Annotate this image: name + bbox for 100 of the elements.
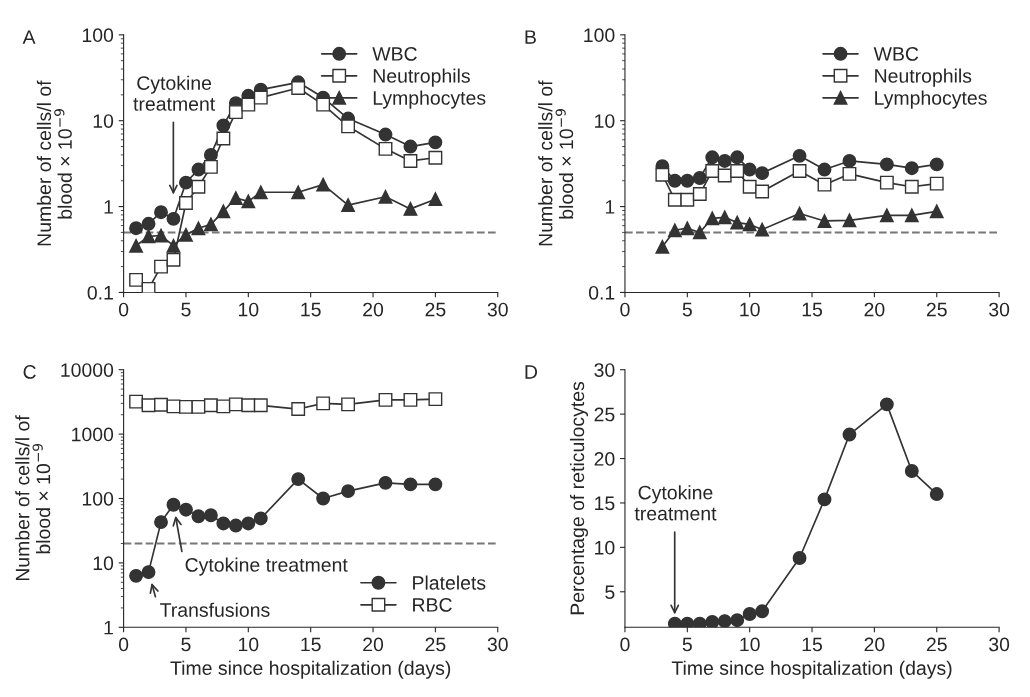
y-tick-label: 10 [595, 540, 615, 555]
y-axis-title: Percentage of reticulocytes [569, 381, 589, 615]
y-tick-label: 1 [104, 200, 113, 214]
x-tick-label: 30 [989, 637, 1010, 652]
point [341, 119, 356, 134]
point [154, 397, 168, 412]
legend-label: Neutrophils [373, 68, 470, 87]
point [655, 167, 670, 182]
x-tick-label: 5 [181, 302, 191, 317]
y-axis-title: Number of cells/l of blood × 10$^{−9}$ [15, 415, 51, 581]
y-tick-label: 1 [104, 620, 113, 635]
legend-label: Lymphocytes [875, 90, 987, 109]
x-tick-label: 25 [425, 302, 446, 317]
point [692, 225, 707, 240]
y-tick-label: 10 [595, 114, 615, 128]
point [692, 616, 707, 628]
point [191, 221, 206, 236]
point [755, 222, 770, 237]
x-tick-label: 10 [238, 637, 259, 652]
point [680, 616, 695, 628]
point [179, 502, 193, 517]
point [203, 508, 218, 523]
point [680, 173, 695, 188]
point [692, 171, 707, 185]
point [241, 194, 256, 209]
point [817, 492, 832, 507]
point [154, 205, 168, 220]
chart-title: C [23, 365, 36, 379]
point [879, 175, 894, 190]
point [316, 97, 331, 112]
point [291, 402, 306, 416]
point [378, 392, 393, 407]
point [191, 509, 206, 524]
legend-label: RBC [413, 598, 452, 612]
point [428, 150, 443, 165]
point [730, 150, 745, 165]
point [154, 259, 168, 274]
y-tick-label: 1 [605, 200, 615, 214]
point [253, 511, 268, 526]
point [141, 229, 156, 244]
point [842, 213, 857, 228]
point [667, 173, 682, 188]
x-tick-label: 0 [620, 637, 630, 652]
y-tick-label: 100 [82, 28, 114, 43]
x-tick-label: 20 [864, 302, 885, 317]
point [428, 477, 443, 492]
legend-label: WBC [873, 47, 919, 61]
y-tick-label: 0.1 [588, 285, 615, 300]
point [817, 162, 832, 177]
point [179, 196, 193, 210]
point [316, 491, 331, 506]
point [742, 162, 757, 177]
point [842, 427, 857, 442]
point [879, 208, 894, 223]
point [730, 613, 745, 628]
point [817, 177, 832, 192]
point [228, 191, 243, 205]
point [253, 90, 268, 105]
point [730, 163, 745, 178]
x-tick-label: 5 [181, 637, 191, 652]
point [203, 217, 218, 232]
point [879, 157, 894, 172]
point [141, 281, 156, 293]
chart-title: A [22, 30, 36, 44]
annotation: Transfusions [160, 602, 270, 617]
point [904, 464, 919, 478]
y-tick-label: 25 [594, 407, 615, 422]
y-tick-label: 1000 [72, 427, 114, 442]
legend-label: Lymphocytes [373, 90, 486, 109]
point [705, 615, 720, 628]
point [141, 216, 156, 231]
point [742, 607, 757, 621]
point [241, 97, 256, 112]
point [717, 614, 732, 628]
x-tick-label: 10 [740, 302, 760, 317]
point [680, 221, 695, 236]
legend-label: Platelets [413, 575, 486, 590]
point [166, 252, 181, 267]
point [755, 184, 770, 199]
point [154, 228, 168, 243]
point [655, 239, 670, 254]
x-tick-label: 25 [926, 302, 947, 317]
point [216, 204, 231, 219]
point [792, 148, 807, 163]
annotation: Cytokine treatment [133, 75, 216, 111]
point [692, 187, 707, 201]
point [291, 185, 306, 200]
x-tick-label: 20 [363, 637, 384, 652]
x-tick-label: 30 [487, 637, 508, 652]
point [929, 487, 944, 502]
x-tick-label: 10 [740, 637, 760, 652]
y-tick-label: 5 [605, 585, 615, 600]
point [929, 157, 944, 172]
point [717, 210, 732, 225]
x-axis-title: Time since hospitalization (days) [170, 660, 451, 679]
point [191, 399, 206, 414]
x-tick-label: 15 [802, 637, 823, 652]
legend-label: Neutrophils [875, 68, 972, 87]
point [378, 189, 393, 204]
point [428, 392, 443, 407]
